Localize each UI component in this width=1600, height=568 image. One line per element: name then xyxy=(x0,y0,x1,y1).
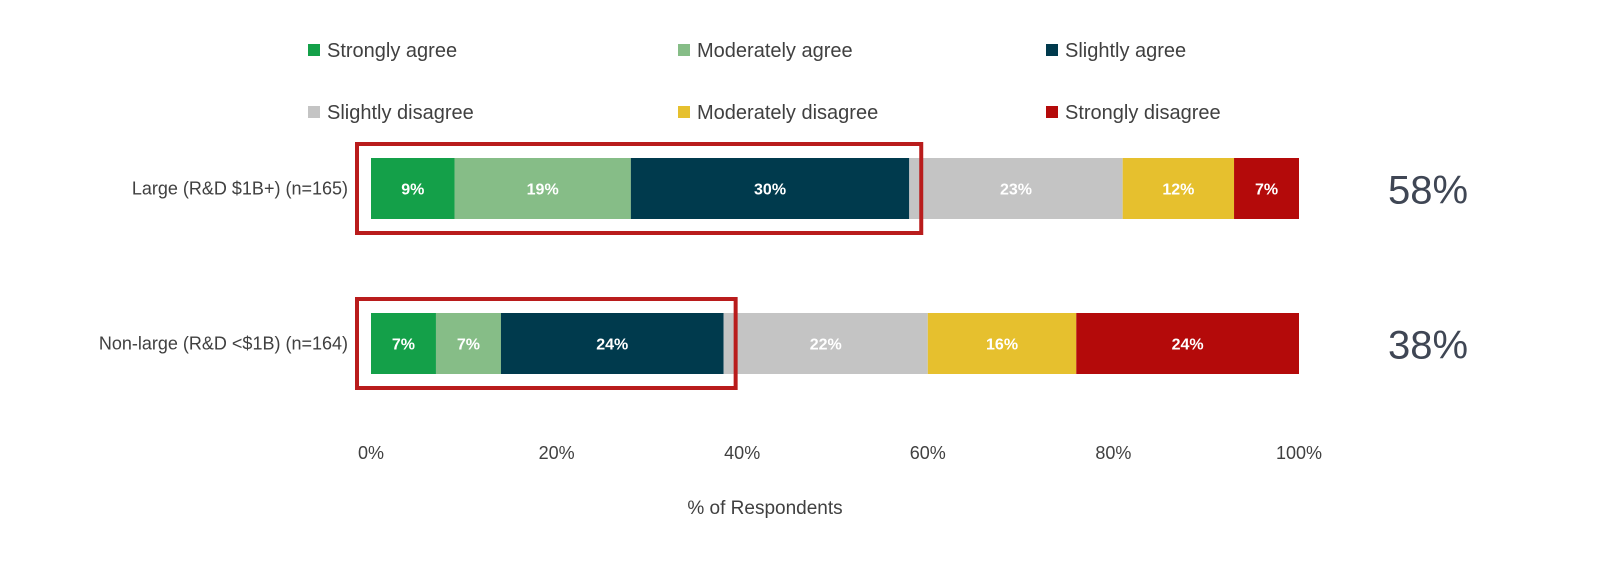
category-label: Non-large (R&D <$1B) (n=164) xyxy=(99,334,348,354)
legend-swatch-slightly-disagree xyxy=(308,106,320,118)
data-label: 12% xyxy=(1162,182,1194,199)
data-label: 7% xyxy=(1255,182,1278,199)
agree-total: 38% xyxy=(1388,324,1468,368)
bar-slightly-agree xyxy=(500,313,724,374)
legend-label-slightly-agree: Slightly agree xyxy=(1065,40,1186,62)
data-label: 24% xyxy=(596,337,628,354)
legend-swatch-slightly-agree xyxy=(1046,44,1058,56)
bar-strongly-agree xyxy=(371,158,455,219)
bars: 9% 19% 30% 23% 12% 7% 7% 7% 24% 22% 16% 24% xyxy=(371,158,1299,374)
data-label: 23% xyxy=(1000,182,1032,199)
legend-label-moderately-agree: Moderately agree xyxy=(697,40,853,62)
x-tick-label: 20% xyxy=(539,443,575,463)
x-tick-label: 80% xyxy=(1095,443,1131,463)
data-label: 16% xyxy=(986,337,1018,354)
bar-strongly-disagree xyxy=(1234,158,1299,219)
data-label: 9% xyxy=(401,182,424,199)
x-axis: 0% 20% 40% 60% 80% 100% xyxy=(358,443,1322,463)
legend-label-strongly-disagree: Strongly disagree xyxy=(1065,102,1221,124)
legend-label-moderately-disagree: Moderately disagree xyxy=(697,102,878,124)
bar-slightly-disagree xyxy=(723,313,928,374)
bar-moderately-disagree xyxy=(1122,158,1235,219)
bar-moderately-disagree xyxy=(927,313,1077,374)
data-label: 7% xyxy=(457,337,480,354)
x-tick-label: 100% xyxy=(1276,443,1322,463)
agree-highlight-boxes xyxy=(355,142,924,390)
legend-swatch-strongly-agree xyxy=(308,44,320,56)
legend-swatch-moderately-agree xyxy=(678,44,690,56)
data-label: 22% xyxy=(810,337,842,354)
legend: Strongly agree Moderately agree Slightly a… xyxy=(308,40,1221,124)
bar-strongly-disagree xyxy=(1076,313,1299,374)
agree-highlight-box xyxy=(355,142,924,235)
x-tick-label: 60% xyxy=(910,443,946,463)
data-label: 24% xyxy=(1172,337,1204,354)
legend-swatch-moderately-disagree xyxy=(678,106,690,118)
bar-moderately-agree xyxy=(435,313,501,374)
x-axis-label: % of Respondents xyxy=(687,498,842,519)
legend-swatch-strongly-disagree xyxy=(1046,106,1058,118)
x-tick-label: 40% xyxy=(724,443,760,463)
data-label: 30% xyxy=(754,182,786,199)
data-label: 19% xyxy=(527,182,559,199)
agree-totals: 58% 38% xyxy=(1388,169,1468,368)
data-label: 7% xyxy=(392,337,415,354)
bar-moderately-agree xyxy=(454,158,631,219)
bar-slightly-agree xyxy=(630,158,910,219)
bar-slightly-disagree xyxy=(909,158,1123,219)
legend-label-strongly-agree: Strongly agree xyxy=(327,40,457,62)
x-tick-label: 0% xyxy=(358,443,384,463)
agree-total: 58% xyxy=(1388,169,1468,213)
category-labels: Large (R&D $1B+) (n=165) Non-large (R&D <… xyxy=(99,179,348,354)
bar-strongly-agree xyxy=(371,313,436,374)
legend-label-slightly-disagree: Slightly disagree xyxy=(327,102,474,124)
category-label: Large (R&D $1B+) (n=165) xyxy=(132,179,348,199)
agree-highlight-box xyxy=(355,297,738,390)
